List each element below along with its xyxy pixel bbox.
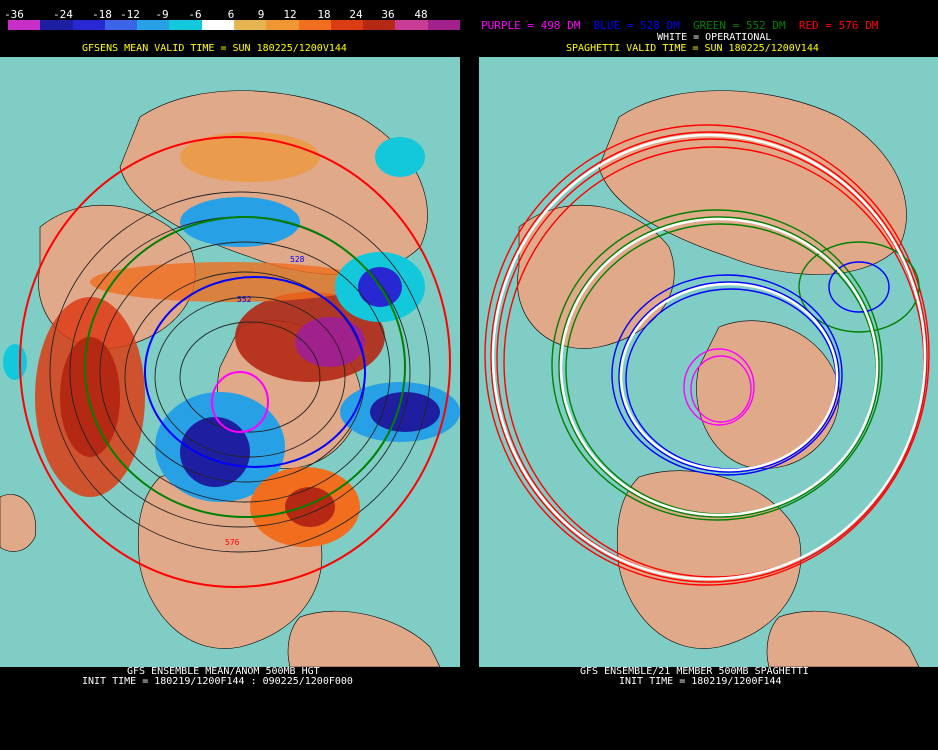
spaghetti-purple bbox=[683, 348, 755, 426]
colorbar-segment bbox=[266, 20, 299, 30]
right-footer-line1: GFS ENSEMBLE/21 MEMBER 500MB SPAGHETTI bbox=[580, 666, 809, 677]
colorbar-segment bbox=[427, 20, 460, 30]
colorbar-tick-label: 6 bbox=[227, 8, 235, 21]
colorbar-tick-label: -36 bbox=[4, 8, 24, 21]
colorbar bbox=[8, 20, 460, 30]
legend-purple: PURPLE = 498 DM bbox=[481, 19, 581, 32]
colorbar-segment bbox=[234, 20, 267, 30]
spaghetti-map bbox=[479, 57, 938, 667]
colorbar-segment bbox=[363, 20, 396, 30]
colorbar-tick-label: -6 bbox=[188, 8, 202, 21]
legend-red: RED = 576 DM bbox=[798, 19, 879, 32]
colorbar-segment bbox=[137, 20, 170, 30]
right-panel-title: SPAGHETTI VALID TIME = SUN 180225/1200V1… bbox=[566, 43, 819, 54]
spaghetti-legend: PURPLE = 498 DM BLUE = 528 DM GREEN = 55… bbox=[481, 20, 878, 31]
right-footer-line2: INIT TIME = 180219/1200F144 bbox=[619, 676, 782, 687]
colorbar-tick-label: 36 bbox=[381, 8, 395, 21]
key-contours bbox=[19, 136, 451, 588]
colorbar-segment bbox=[395, 20, 428, 30]
contour-label-552: 552 bbox=[237, 295, 252, 304]
colorbar-segment bbox=[40, 20, 73, 30]
ensemble-mean-map: 528 552 576 bbox=[0, 57, 460, 667]
colorbar-tick-label: 12 bbox=[283, 8, 297, 21]
colorbar-segment bbox=[8, 20, 41, 30]
colorbar-tick-label: -9 bbox=[155, 8, 169, 21]
contour-label-576: 576 bbox=[225, 538, 240, 547]
spaghetti-svg bbox=[484, 90, 930, 667]
colorbar-segment bbox=[169, 20, 202, 30]
colorbar-tick-label: -12 bbox=[120, 8, 140, 21]
left-panel-title: GFSENS MEAN VALID TIME = SUN 180225/1200… bbox=[82, 43, 347, 54]
legend-green: GREEN = 552 DM bbox=[692, 19, 786, 32]
colorbar-segment bbox=[298, 20, 331, 30]
legend-blue: BLUE = 528 DM bbox=[593, 19, 680, 32]
operational-white bbox=[491, 133, 927, 581]
spaghetti-blue bbox=[611, 261, 890, 476]
anomaly-shading bbox=[3, 132, 460, 547]
colorbar-tick-label: 9 bbox=[257, 8, 265, 21]
colorbar-segment bbox=[72, 20, 105, 30]
colorbar-tick-label: -24 bbox=[53, 8, 73, 21]
ensemble-mean-svg: 528 552 576 bbox=[0, 90, 460, 667]
contour-label-528: 528 bbox=[290, 255, 305, 264]
colorbar-segment bbox=[201, 20, 234, 30]
spaghetti-green bbox=[551, 209, 920, 521]
left-footer-line1: GFS ENSEMBLE MEAN/ANOM 500MB HGT bbox=[127, 666, 320, 677]
legend-white: WHITE = OPERATIONAL bbox=[657, 32, 772, 43]
colorbar-segment bbox=[104, 20, 138, 30]
colorbar-segment bbox=[330, 20, 364, 30]
colorbar-tick-label: 18 bbox=[317, 8, 331, 21]
colorbar-tick-label: 24 bbox=[349, 8, 363, 21]
colorbar-tick-label: 48 bbox=[414, 8, 428, 21]
colorbar-tick-label: -18 bbox=[92, 8, 112, 21]
left-footer-line2: INIT TIME = 180219/1200F144 : 090225/120… bbox=[82, 676, 353, 687]
